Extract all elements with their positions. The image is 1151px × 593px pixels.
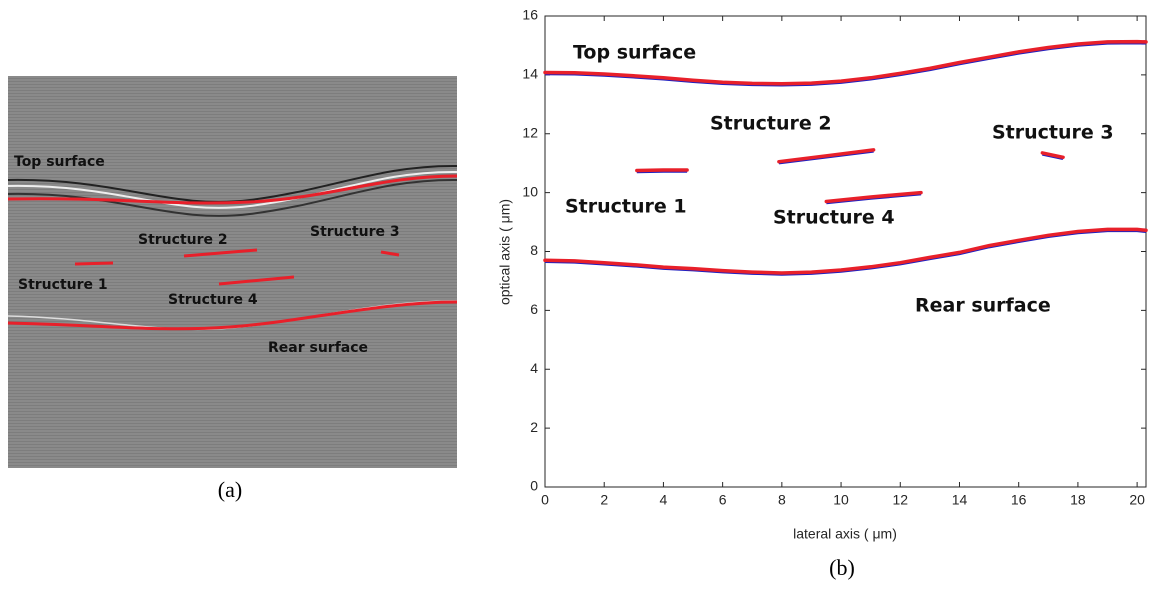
image-label: Structure 1 xyxy=(18,277,108,293)
y-tick-label: 6 xyxy=(530,301,538,317)
y-tick-label: 8 xyxy=(530,242,538,258)
y-tick-label: 4 xyxy=(530,360,538,376)
y-tick-label: 2 xyxy=(530,419,538,435)
x-tick-label: 12 xyxy=(892,492,908,508)
x-tick-label: 14 xyxy=(952,492,968,508)
image-panel: Top surface Structure 2 Structure 3 Stru… xyxy=(7,76,458,502)
detected-line xyxy=(74,261,114,266)
caption: (b) xyxy=(829,555,855,580)
image-label: Structure 3 xyxy=(310,224,400,240)
series-label: Top surface xyxy=(573,42,696,64)
x-tick-label: 18 xyxy=(1070,492,1086,508)
y-axis-label: optical axis ( μm) xyxy=(497,199,513,305)
image-label: Structure 4 xyxy=(168,292,258,308)
detected-line xyxy=(7,300,458,331)
series-label: Structure 3 xyxy=(992,122,1114,144)
plot-area xyxy=(544,15,1147,488)
trace xyxy=(777,148,876,164)
x-tick-label: 0 xyxy=(541,492,549,508)
series-label: Structure 1 xyxy=(565,196,687,218)
trace xyxy=(543,39,1148,86)
y-tick-label: 10 xyxy=(522,183,538,199)
series-label: Structure 4 xyxy=(773,207,895,229)
caption: (a) xyxy=(218,477,242,502)
x-tick-label: 10 xyxy=(833,492,849,508)
detected-line xyxy=(183,248,258,258)
x-tick-label: 2 xyxy=(600,492,608,508)
y-tick-label: 14 xyxy=(522,66,538,82)
x-tick-label: 16 xyxy=(1011,492,1027,508)
band xyxy=(7,170,458,209)
y-tick-label: 12 xyxy=(522,124,538,140)
trace xyxy=(543,227,1148,275)
trace xyxy=(1040,151,1065,160)
band xyxy=(7,164,458,203)
x-axis-label: lateral axis ( μm) xyxy=(793,526,897,542)
y-tick-label: 0 xyxy=(530,478,538,494)
bscan-image xyxy=(8,76,457,468)
trace xyxy=(824,190,923,204)
image-label: Rear surface xyxy=(268,340,368,356)
image-label: Top surface xyxy=(14,154,105,170)
detected-line xyxy=(218,275,295,286)
trace xyxy=(635,168,689,173)
series-label: Structure 2 xyxy=(710,113,832,135)
detected-line xyxy=(380,250,400,257)
x-tick-label: 20 xyxy=(1129,492,1145,508)
detected-line xyxy=(7,174,458,205)
series-label: Rear surface xyxy=(915,295,1051,317)
x-tick-label: 6 xyxy=(719,492,727,508)
x-tick-label: 8 xyxy=(778,492,786,508)
x-tick-label: 4 xyxy=(660,492,668,508)
y-tick-label: 16 xyxy=(522,7,538,23)
image-label: Structure 2 xyxy=(138,232,228,248)
